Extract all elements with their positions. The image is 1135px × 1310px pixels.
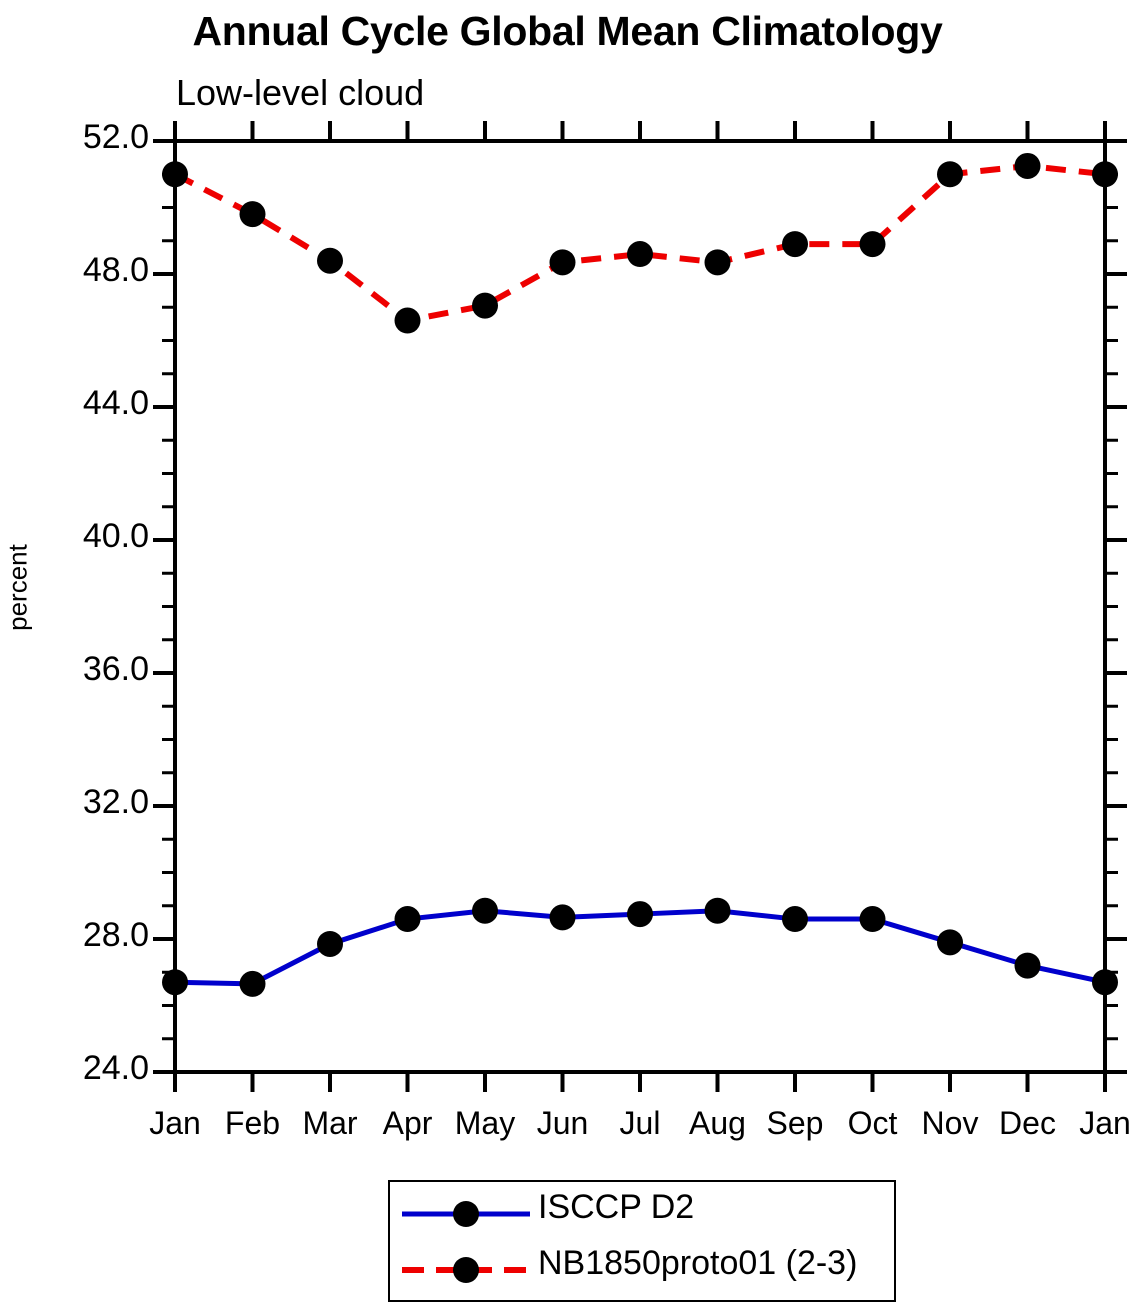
- x-tick-label: Dec: [999, 1105, 1056, 1141]
- data-point-1-0: [162, 161, 188, 188]
- legend-label-isccp: ISCCP D2: [538, 1188, 695, 1226]
- y-tick-label: 36.0: [82, 650, 149, 688]
- data-point-0-8: [782, 906, 808, 933]
- chart-title: Annual Cycle Global Mean Climatology: [192, 8, 943, 54]
- data-point-1-3: [394, 307, 421, 334]
- data-point-0-0: [162, 969, 188, 996]
- data-point-0-7: [704, 897, 731, 924]
- data-point-0-5: [549, 904, 576, 931]
- y-tick-label: 52.0: [82, 118, 149, 156]
- x-tick-label: Jul: [619, 1105, 661, 1141]
- legend-swatch-solid-line: [402, 1201, 530, 1227]
- data-point-0-11: [1014, 952, 1041, 979]
- legend-entry-isccp: ISCCP D2: [390, 1186, 894, 1242]
- data-point-0-2: [317, 930, 343, 957]
- y-tick-label: 28.0: [82, 916, 149, 954]
- data-point-0-1: [239, 970, 266, 997]
- legend-label-model: NB1850proto01 (2-3): [538, 1244, 858, 1282]
- x-tick-label: Oct: [847, 1105, 898, 1141]
- y-tick-label: 44.0: [82, 384, 149, 422]
- data-point-1-8: [782, 231, 808, 258]
- data-point-0-4: [472, 897, 498, 924]
- data-point-0-12: [1092, 969, 1118, 996]
- data-point-0-9: [859, 906, 886, 933]
- x-tick-label: Jan: [1079, 1105, 1131, 1141]
- y-tick-label: 24.0: [82, 1049, 149, 1087]
- y-tick-label: 48.0: [82, 251, 149, 289]
- data-point-1-9: [859, 231, 886, 258]
- legend-entry-model: NB1850proto01 (2-3): [390, 1242, 894, 1298]
- data-point-1-10: [937, 161, 963, 188]
- data-point-0-6: [627, 901, 653, 928]
- chart-subtitle: Low-level cloud: [176, 72, 425, 113]
- x-tick-label: Mar: [302, 1105, 358, 1141]
- data-point-1-7: [704, 249, 731, 276]
- x-tick-label: Aug: [689, 1105, 746, 1141]
- data-point-1-4: [472, 292, 498, 319]
- x-tick-label: Apr: [382, 1105, 433, 1141]
- chart-legend: ISCCP D2 NB1850proto01 (2-3): [388, 1180, 896, 1302]
- data-point-1-5: [549, 249, 576, 276]
- data-point-0-10: [937, 929, 963, 956]
- y-tick-label: 40.0: [82, 517, 149, 555]
- legend-swatch-dashed-line: [402, 1257, 530, 1283]
- x-tick-label: Sep: [766, 1105, 824, 1141]
- data-point-1-6: [627, 241, 653, 268]
- y-tick-label: 32.0: [82, 783, 149, 821]
- data-point-1-12: [1092, 161, 1118, 188]
- data-point-0-3: [394, 906, 421, 933]
- data-point-1-11: [1014, 152, 1041, 179]
- x-tick-label: Jan: [149, 1105, 201, 1141]
- x-tick-label: May: [454, 1105, 516, 1141]
- data-point-1-2: [317, 247, 343, 274]
- x-tick-label: Jun: [536, 1105, 589, 1141]
- x-tick-label: Nov: [921, 1105, 979, 1141]
- data-point-1-1: [239, 201, 266, 228]
- x-tick-label: Feb: [224, 1105, 281, 1141]
